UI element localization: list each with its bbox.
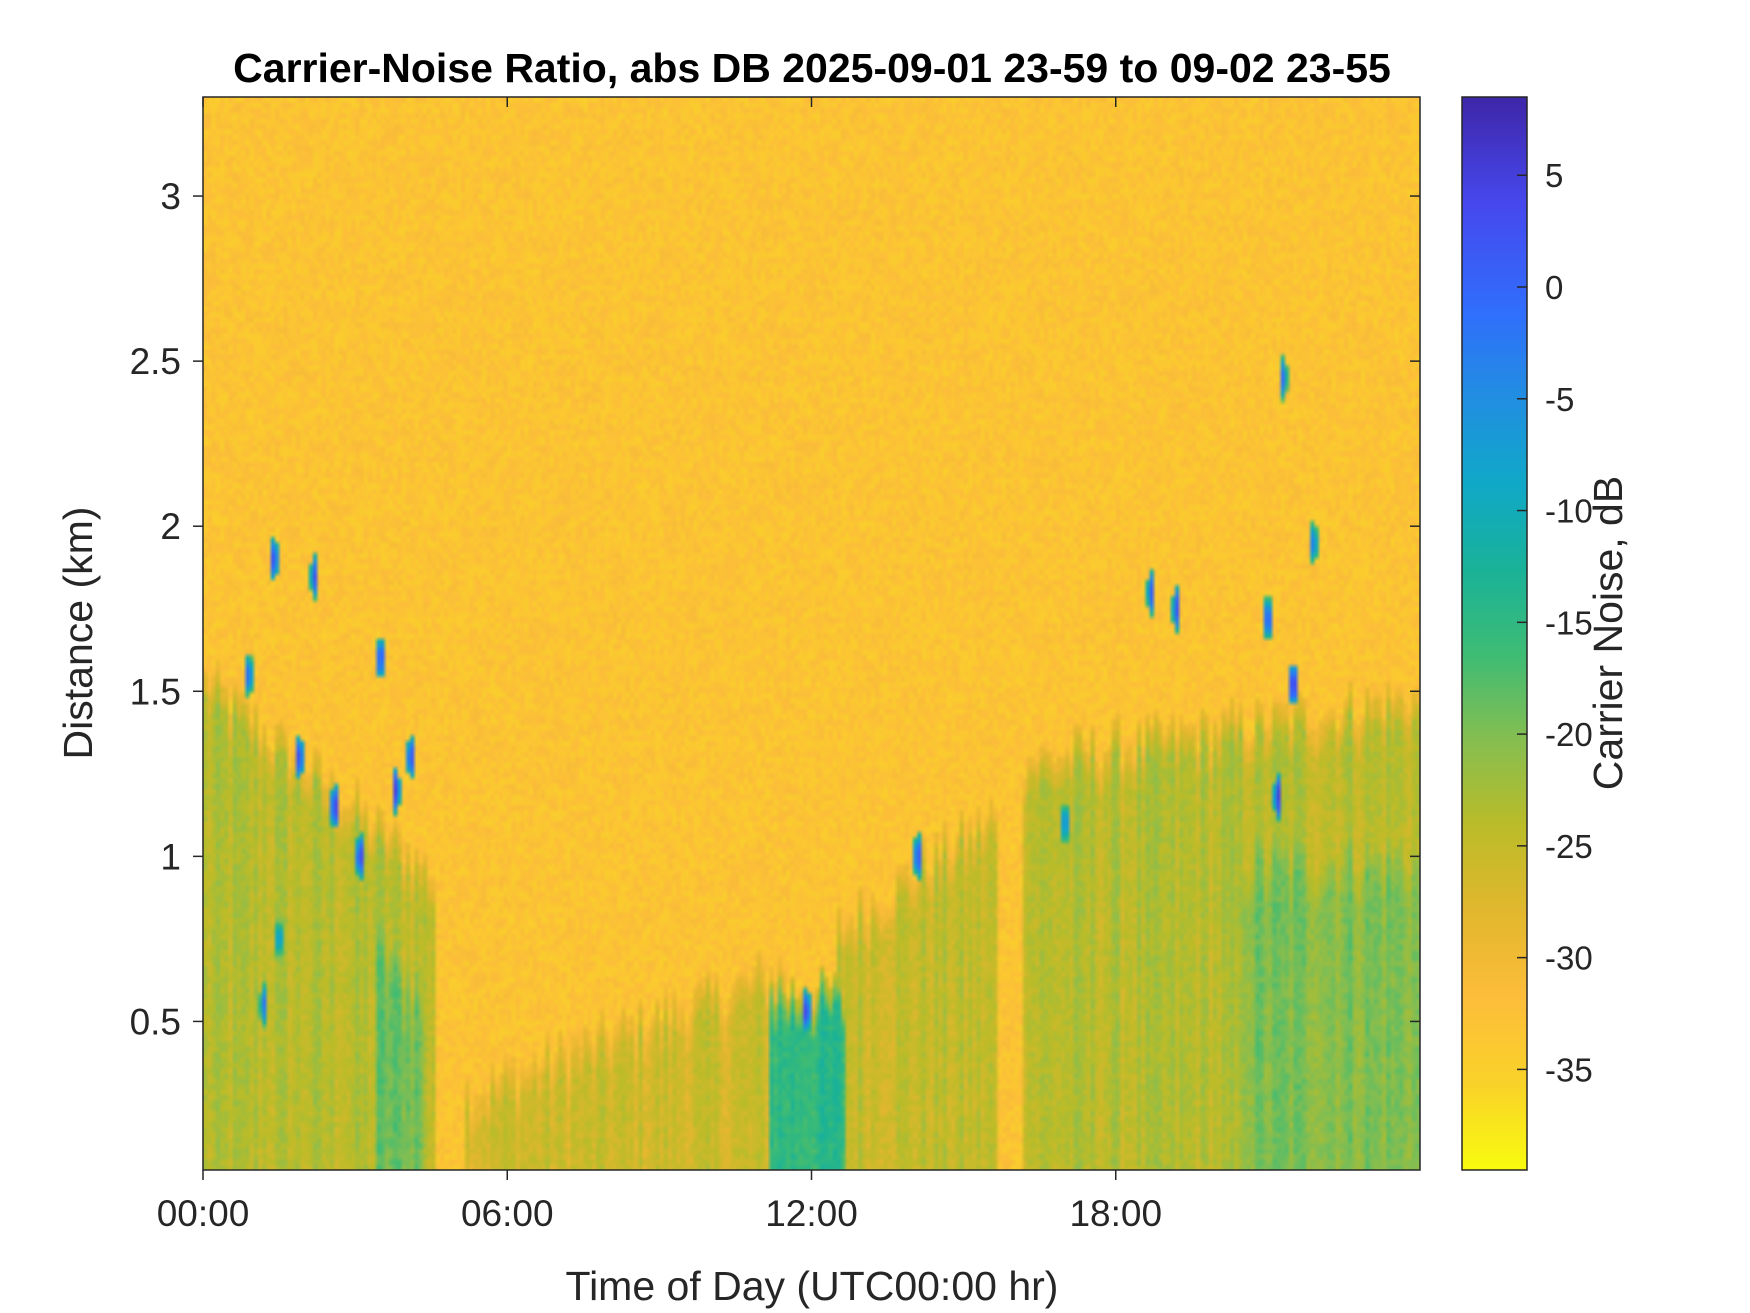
x-axis-label: Time of Day (UTC00:00 hr) xyxy=(566,1263,1059,1309)
chart-title: Carrier-Noise Ratio, abs DB 2025-09-01 2… xyxy=(233,45,1391,91)
colorbar-tick-label: -30 xyxy=(1545,940,1593,977)
y-axis-label: Distance (km) xyxy=(55,507,101,760)
y-tick-label: 2 xyxy=(160,506,181,547)
colorbar-label: Carrier Noise, dB xyxy=(1585,476,1631,790)
colorbar-gradient xyxy=(1461,96,1528,1171)
heatmap-plot-area xyxy=(202,96,1421,1171)
colorbar-tick-label: -20 xyxy=(1545,716,1593,753)
x-tick-label: 06:00 xyxy=(461,1193,554,1234)
colorbar: 5 0 -5 -10 -15 -20 -25 -30 -35 Carrier Noise, dB xyxy=(1461,96,1631,1171)
y-axis: 0.5 1 1.5 2 2.5 3 xyxy=(130,176,1420,1042)
colorbar-tick-label: -10 xyxy=(1545,493,1593,530)
y-tick-label: 0.5 xyxy=(130,1001,181,1042)
colorbar-tick-label: 0 xyxy=(1545,269,1563,306)
x-axis: 00:00 06:00 12:00 18:00 xyxy=(157,97,1162,1234)
y-tick-label: 3 xyxy=(160,176,181,217)
y-tick-label: 1.5 xyxy=(130,671,181,712)
y-tick-label: 2.5 xyxy=(130,341,181,382)
x-tick-label: 18:00 xyxy=(1069,1193,1162,1234)
y-tick-label: 1 xyxy=(160,836,181,877)
colorbar-tick-label: -15 xyxy=(1545,604,1593,641)
colorbar-ticks: 5 0 -5 -10 -15 -20 -25 -30 -35 xyxy=(1517,157,1593,1088)
x-tick-label: 12:00 xyxy=(765,1193,858,1234)
heatmap-image xyxy=(203,97,1420,1170)
x-tick-label: 00:00 xyxy=(157,1193,250,1234)
colorbar-tick-label: 5 xyxy=(1545,157,1563,194)
colorbar-tick-label: -5 xyxy=(1545,381,1574,418)
colorbar-tick-label: -35 xyxy=(1545,1051,1593,1088)
colorbar-tick-label: -25 xyxy=(1545,828,1593,865)
